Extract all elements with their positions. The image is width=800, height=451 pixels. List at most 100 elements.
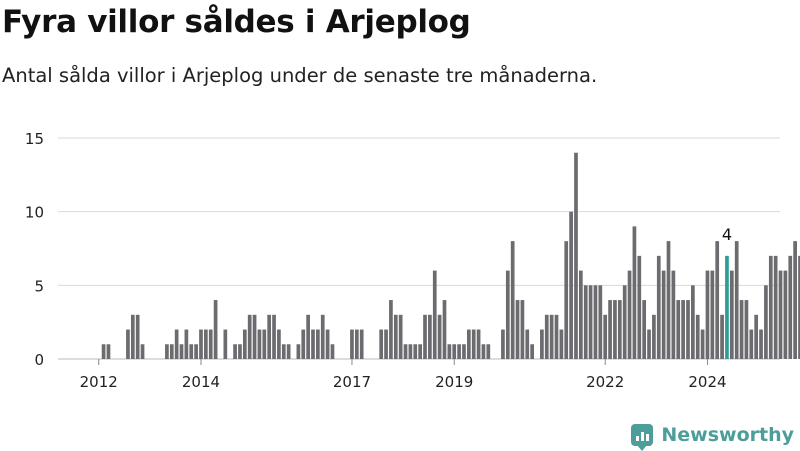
bar [515,300,520,359]
bar [174,329,179,359]
bar [744,300,749,359]
y-tick-label: 0 [34,351,44,369]
bar [442,300,447,359]
bar [476,329,481,359]
bar [739,300,744,359]
bar [354,329,359,359]
x-tick-label: 2022 [586,373,624,391]
bar [768,255,773,359]
y-tick-label: 15 [25,130,44,148]
bar [238,344,242,359]
bar [272,314,276,359]
bar [671,270,676,359]
bar [301,329,306,359]
x-tick-label: 2024 [688,373,726,391]
bar [257,329,262,359]
bar [481,344,486,359]
bar [749,329,754,359]
bar [252,314,257,359]
x-tick-label: 2014 [182,373,220,391]
bar [423,314,427,359]
bar [759,329,763,359]
bar [462,344,466,359]
bar [189,344,194,359]
bar [296,344,301,359]
bar [666,241,671,359]
bar [637,255,642,359]
bar [686,300,690,359]
bar [281,344,286,359]
bar [199,329,203,359]
bar [330,344,335,359]
bar [466,329,471,359]
bar [608,300,612,359]
highlight-value-label: 4 [722,225,732,244]
bar [549,314,554,359]
bar [350,329,354,359]
bar [242,329,247,359]
bar [676,300,681,359]
x-tick-label: 2017 [333,373,371,391]
bar [530,344,534,359]
bar [764,285,768,359]
bar [617,300,622,359]
chart-title: Fyra villor såldes i Arjeplog [2,4,471,40]
bar [715,241,720,359]
bar [384,329,388,359]
bar [622,285,627,359]
bar [544,314,549,359]
bar [398,314,403,359]
bar [267,314,272,359]
bar [564,241,569,359]
bar [389,300,393,359]
bar [101,344,106,359]
bar [379,329,384,359]
bar [569,211,573,359]
bar [311,329,315,359]
bar [788,255,793,359]
bar [437,314,442,359]
bar [632,226,637,359]
bar [720,314,724,359]
bar [408,344,413,359]
bar [486,344,491,359]
bar [432,270,437,359]
bar [783,270,788,359]
bar [393,314,398,359]
y-tick-label: 10 [25,204,44,222]
bar [691,285,695,359]
bar [574,152,578,359]
bar [403,344,408,359]
bar [793,241,797,359]
bar [540,329,544,359]
bar [598,285,603,359]
bar [286,344,291,359]
bar [184,329,189,359]
bar [325,329,330,359]
bar [656,255,661,359]
bar [593,285,598,359]
bar [505,270,510,359]
bar [525,329,530,359]
bar [359,329,364,359]
bar [798,255,800,359]
bar [457,344,461,359]
bar [135,314,140,359]
bar [501,329,505,359]
bar [613,300,617,359]
bar [233,344,237,359]
y-tick-label: 5 [34,277,44,295]
bar [223,329,228,359]
bar [169,344,174,359]
bar [140,344,145,359]
bar [729,270,734,359]
bar [661,270,666,359]
x-tick-label: 2019 [435,373,473,391]
chart-subtitle: Antal sålda villor i Arjeplog under de s… [2,64,598,87]
bar [642,300,647,359]
bar [681,300,685,359]
bar [208,329,213,359]
bar [106,344,111,359]
bar [554,314,559,359]
